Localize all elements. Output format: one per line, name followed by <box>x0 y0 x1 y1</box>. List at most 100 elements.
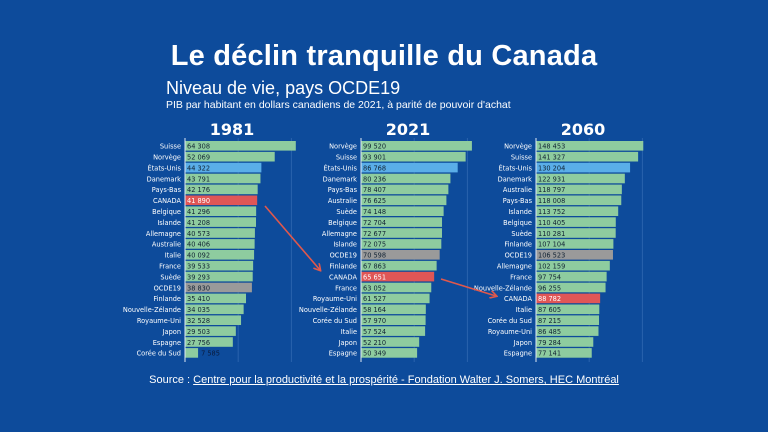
category-label: États-Unis <box>324 163 358 172</box>
value-label: 7 585 <box>201 350 220 358</box>
category-label: Italie <box>165 252 181 260</box>
subtitle: Niveau de vie, pays OCDE19 <box>166 78 401 98</box>
value-label: 88 782 <box>538 295 561 303</box>
category-label: Nouvelle-Zélande <box>123 306 181 314</box>
value-label: 44 322 <box>187 164 210 172</box>
value-label: 58 164 <box>363 306 386 314</box>
category-label: Corée du Sud <box>488 317 532 325</box>
bar-japon <box>536 337 594 347</box>
category-label: Australie <box>503 186 532 194</box>
source-prefix: Source : <box>149 374 194 386</box>
category-label: Japon <box>338 339 357 347</box>
bar-finlande <box>361 260 437 271</box>
category-label: Norvège <box>329 143 357 151</box>
category-label: Italie <box>516 306 532 314</box>
value-label: 106 523 <box>538 252 565 260</box>
source-link[interactable]: Centre pour la productivité et la prospé… <box>193 374 619 386</box>
value-label: 72 677 <box>363 230 386 238</box>
category-label: Belgique <box>152 208 181 216</box>
bar-espagne <box>361 348 418 358</box>
value-label: 39 533 <box>187 263 210 271</box>
category-label: Danemark <box>323 175 358 183</box>
category-label: OCDE19 <box>330 252 357 260</box>
chart-note: PIB par habitant en dollars canadiens de… <box>166 99 511 111</box>
bar-suisse <box>185 141 296 151</box>
category-label: Danemark <box>147 175 182 183</box>
bar-italie <box>185 250 255 260</box>
value-label: 29 503 <box>187 328 210 336</box>
value-label: 99 520 <box>363 143 386 151</box>
category-label: Royaume-Uni <box>137 317 181 325</box>
category-label: Suisse <box>160 143 181 151</box>
bar-états-unis <box>536 162 631 173</box>
bar-france <box>536 271 607 282</box>
value-label: 110 405 <box>538 219 565 227</box>
bar-norvège <box>536 141 644 151</box>
category-label: États-Unis <box>499 163 533 172</box>
bar-allemagne <box>185 228 255 238</box>
bar-états-unis <box>361 162 458 173</box>
bar-espagne <box>536 348 592 358</box>
bar-belgique <box>361 217 443 227</box>
bar-norvège <box>185 151 275 162</box>
value-label: 35 410 <box>187 295 210 303</box>
bar-suisse <box>361 151 466 162</box>
bar-ocde19 <box>185 282 252 293</box>
bar-canada <box>536 293 601 304</box>
bar-danemark <box>185 173 261 184</box>
category-label: Espagne <box>329 350 357 358</box>
value-label: 43 791 <box>187 175 210 183</box>
category-label: Australie <box>328 197 357 205</box>
category-label: Royaume-Uni <box>488 328 532 336</box>
bar-islande <box>185 217 257 227</box>
bar-islande <box>536 206 619 216</box>
category-label: Corée du Sud <box>137 350 181 358</box>
value-label: 79 284 <box>538 339 561 347</box>
category-label: Pays-Bas <box>152 186 182 194</box>
bar-suède <box>536 228 616 238</box>
value-label: 122 931 <box>538 175 565 183</box>
bar-belgique <box>536 217 616 227</box>
value-label: 41 890 <box>187 197 210 205</box>
value-label: 52 210 <box>363 339 386 347</box>
value-label: 86 768 <box>363 164 386 172</box>
bar-finlande <box>536 239 614 249</box>
category-label: Pays-Bas <box>503 197 533 205</box>
category-label: Japon <box>513 339 532 347</box>
category-label: Finlande <box>153 295 181 303</box>
category-label: Danemark <box>498 175 533 183</box>
bar-italie <box>536 304 600 315</box>
value-label: 64 308 <box>187 143 210 151</box>
category-label: Espagne <box>504 350 532 358</box>
bar-royaume-uni <box>536 326 599 336</box>
value-label: 118 797 <box>538 186 565 194</box>
category-label: France <box>335 284 357 292</box>
bar-suède <box>185 271 253 282</box>
value-label: 40 406 <box>187 241 210 249</box>
bar-ocde19 <box>361 250 440 260</box>
category-label: Nouvelle-Zélande <box>474 284 532 292</box>
panel-title-2060: 2060 <box>560 120 606 139</box>
value-label: 93 901 <box>363 154 386 162</box>
bar-canada <box>185 195 258 206</box>
category-label: France <box>510 273 532 281</box>
bar-italie <box>361 326 426 336</box>
value-label: 57 970 <box>363 317 386 325</box>
category-label: OCDE19 <box>505 252 532 260</box>
value-label: 74 148 <box>363 208 386 216</box>
category-label: Belgique <box>328 219 357 227</box>
value-label: 72 075 <box>363 241 386 249</box>
value-label: 77 141 <box>538 350 561 358</box>
value-label: 27 756 <box>187 339 210 347</box>
category-label: CANADA <box>329 273 358 281</box>
bar-islande <box>361 239 442 249</box>
bar-allemagne <box>536 260 610 271</box>
bar-finlande <box>185 293 247 304</box>
category-label: Suède <box>336 208 357 216</box>
value-label: 34 035 <box>187 306 210 314</box>
category-label: Pays-Bas <box>328 186 358 194</box>
bar-canada <box>361 271 435 282</box>
bar-corée-du-sud <box>536 315 600 325</box>
page-title: Le déclin tranquille du Canada <box>170 40 598 72</box>
